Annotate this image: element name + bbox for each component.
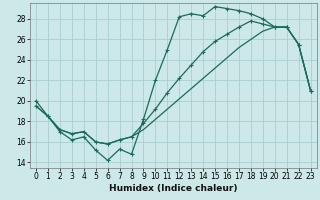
X-axis label: Humidex (Indice chaleur): Humidex (Indice chaleur) — [109, 184, 237, 193]
